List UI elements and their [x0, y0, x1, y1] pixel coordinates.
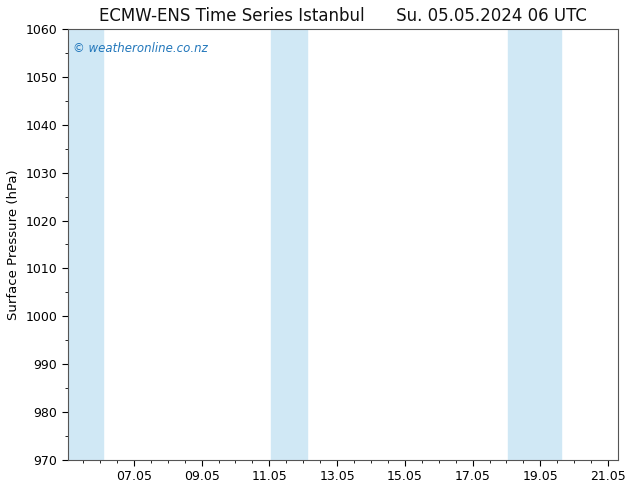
Y-axis label: Surface Pressure (hPa): Surface Pressure (hPa): [7, 169, 20, 320]
Bar: [508, 29, 560, 460]
Text: © weatheronline.co.nz: © weatheronline.co.nz: [74, 42, 208, 55]
Title: ECMW-ENS Time Series Istanbul      Su. 05.05.2024 06 UTC: ECMW-ENS Time Series Istanbul Su. 05.05.…: [99, 7, 587, 25]
Bar: [271, 29, 307, 460]
Bar: [68, 29, 103, 460]
